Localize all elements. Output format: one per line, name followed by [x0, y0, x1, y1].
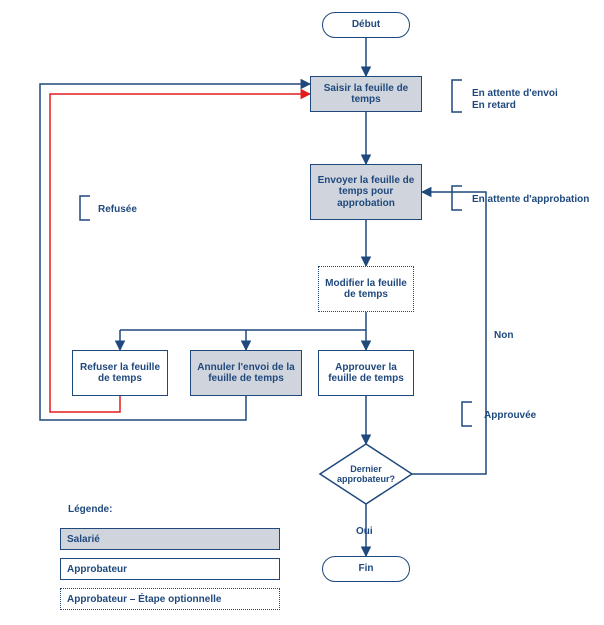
approuver-text: Approuver la feuille de temps: [323, 362, 409, 385]
modifier-node: Modifier la feuille de temps: [318, 266, 414, 312]
legend-item-2: Approbateur – Étape optionnelle: [60, 588, 280, 610]
label-approuvee: Approuvée: [484, 410, 536, 422]
bracket-b2: [452, 186, 462, 210]
start-text: Début: [352, 19, 380, 31]
refuser-node: Refuser la feuille de temps: [72, 350, 168, 396]
legend-item-2-text: Approbateur – Étape optionnelle: [67, 594, 221, 605]
decision-text: Dernier approbateur?: [324, 464, 408, 485]
bracket-b4: [462, 402, 472, 426]
label-oui: Oui: [356, 526, 373, 538]
annuler-text: Annuler l'envoi de la feuille de temps: [195, 362, 297, 385]
modifier-text: Modifier la feuille de temps: [323, 278, 409, 301]
label-attente_envoi: En attente d'envoi En retard: [472, 88, 558, 111]
annuler-node: Annuler l'envoi de la feuille de temps: [190, 350, 302, 396]
label-refusee: Refusée: [98, 204, 137, 216]
edge-dec-non: [412, 192, 486, 474]
approuver-node: Approuver la feuille de temps: [318, 350, 414, 396]
end-text: Fin: [359, 563, 374, 575]
legend-item-1-text: Approbateur: [67, 564, 127, 575]
envoyer-text: Envoyer la feuille de temps pour approba…: [315, 175, 417, 210]
decision-node: Dernier approbateur?: [320, 444, 412, 504]
label-attente_appro: En attente d'approbation: [472, 194, 589, 206]
envoyer-node: Envoyer la feuille de temps pour approba…: [310, 164, 422, 220]
legend-title: Légende:: [68, 504, 112, 515]
bracket-b3: [80, 196, 90, 220]
legend-item-0: Salarié: [60, 528, 280, 550]
end-node: Fin: [322, 556, 410, 582]
bracket-b1: [452, 80, 462, 112]
saisir-text: Saisir la feuille de temps: [315, 83, 417, 106]
refuser-text: Refuser la feuille de temps: [77, 362, 163, 385]
legend-item-1: Approbateur: [60, 558, 280, 580]
label-non: Non: [494, 330, 513, 342]
start-node: Début: [322, 12, 410, 38]
flowchart-canvas: Début Saisir la feuille de temps Envoyer l…: [0, 0, 604, 625]
legend-item-0-text: Salarié: [67, 534, 100, 545]
saisir-node: Saisir la feuille de temps: [310, 76, 422, 112]
